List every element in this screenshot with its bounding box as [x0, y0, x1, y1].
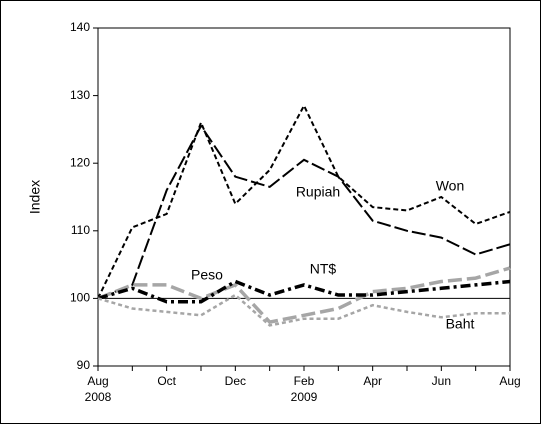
series-line [97, 124, 511, 300]
series-line [97, 103, 511, 299]
y-axis-label: Index [27, 180, 43, 214]
x-tick-label: Aug [499, 374, 520, 388]
x-tick-label: Aug [87, 374, 108, 388]
series-label: Baht [446, 316, 475, 332]
y-tick-label: 90 [77, 358, 91, 372]
series-line [97, 279, 511, 304]
series-label: Rupiah [296, 184, 340, 200]
series-line [97, 266, 511, 325]
series-label: Won [436, 178, 465, 194]
x-tick-label: Feb [294, 374, 315, 388]
y-tick-label: 130 [70, 88, 90, 102]
y-tick-label: 110 [71, 223, 90, 237]
series-line [97, 293, 510, 327]
series-label: Peso [191, 267, 223, 283]
x-tick-label: Jun [432, 374, 451, 388]
y-tick-label: 140 [70, 20, 90, 34]
y-tick-label: 120 [70, 155, 90, 169]
x-tick-label: Dec [225, 374, 246, 388]
series-label: NT$ [310, 261, 337, 277]
x-tick-label: Apr [363, 374, 382, 388]
x-tick-label: Oct [157, 374, 176, 388]
y-tick-label: 100 [70, 291, 90, 305]
x-year-label: 2009 [291, 390, 318, 404]
x-year-label: 2008 [85, 390, 112, 404]
